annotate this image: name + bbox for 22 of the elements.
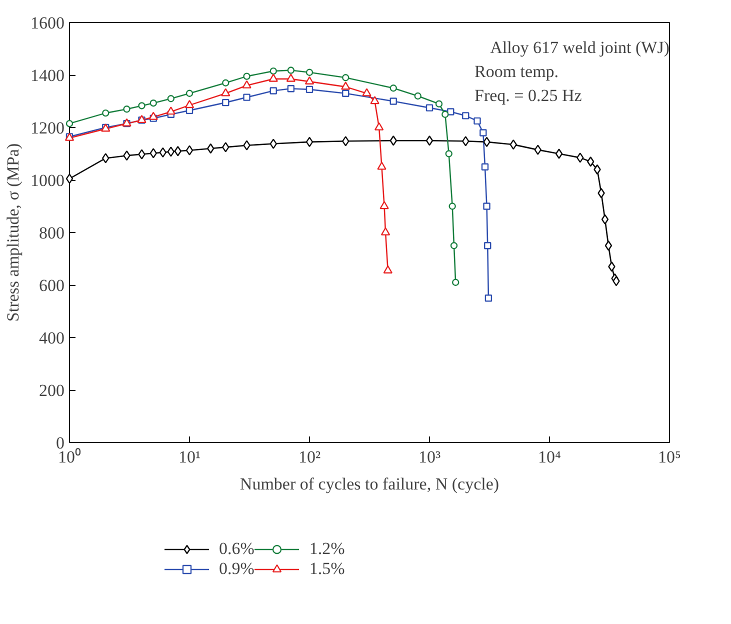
legend-label: 0.6%: [219, 539, 254, 559]
x-axis-title: Number of cycles to failure, N (cycle): [240, 474, 500, 494]
y-tick-label: 1400: [30, 66, 64, 85]
y-tick-label: 600: [39, 276, 64, 295]
x-tick-label: 10³: [418, 448, 441, 466]
x-tick-label: 10¹: [178, 448, 201, 466]
annotation: Freq. = 0.25 Hz: [474, 86, 582, 105]
legend-label: 0.9%: [219, 559, 254, 579]
y-axis-title: Stress amplitude, σ (MPa): [4, 143, 22, 322]
y-tick-label: 800: [39, 224, 64, 242]
legend-label: 1.5%: [309, 559, 345, 579]
x-tick-label: 10⁵: [658, 448, 682, 466]
y-tick-label: 1600: [30, 14, 64, 32]
y-tick-label: 200: [39, 381, 64, 400]
x-tick-label: 10⁴: [538, 448, 562, 466]
annotation: Room temp.: [474, 62, 559, 81]
y-tick-label: 1000: [30, 171, 64, 190]
y-tick-label: 400: [39, 328, 64, 348]
x-tick-label: 10²: [298, 448, 321, 466]
annotation: Alloy 617 weld joint (WJ): [490, 38, 670, 57]
y-tick-label: 1200: [30, 118, 64, 138]
legend-label: 1.2%: [309, 539, 345, 559]
